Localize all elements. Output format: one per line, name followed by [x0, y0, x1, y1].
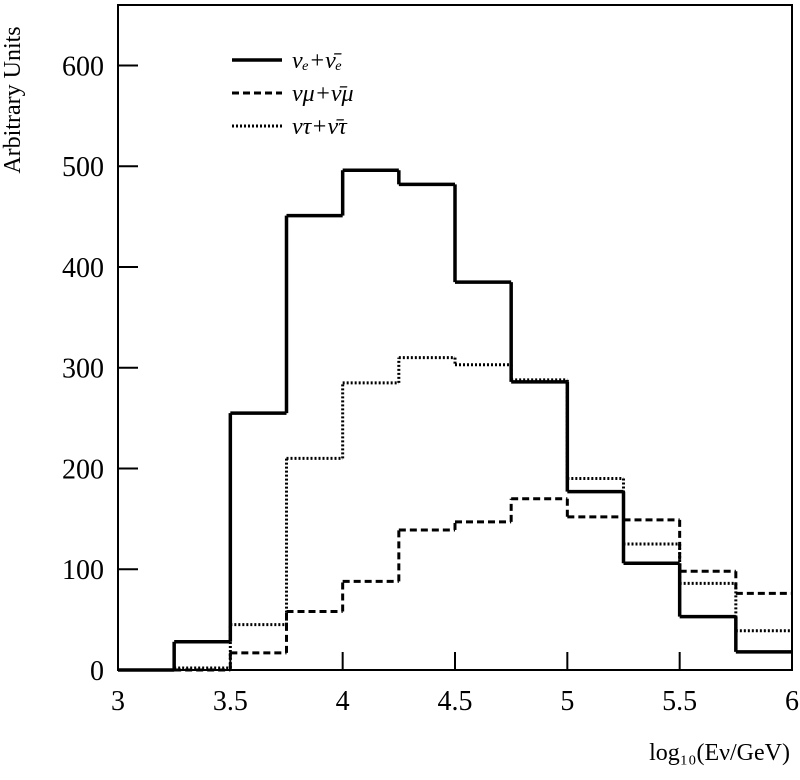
x-tick-label: 4.5 — [438, 686, 473, 717]
x-tick-label: 3 — [111, 686, 125, 717]
y-tick-label: 300 — [62, 354, 104, 385]
x-tick-label: 5.5 — [662, 686, 697, 717]
legend-label: ντ+ν̄τ — [292, 114, 348, 140]
x-tick-label: 5 — [560, 686, 574, 717]
y-tick-label: 200 — [62, 454, 104, 485]
x-tick-label: 4 — [336, 686, 350, 717]
y-tick-label: 100 — [62, 555, 104, 586]
y-tick-label: 600 — [62, 51, 104, 82]
y-axis-label: Arbitrary Units — [0, 26, 26, 173]
legend-label: νₑ+ν̄ₑ — [292, 48, 342, 74]
y-tick-label: 500 — [62, 152, 104, 183]
x-tick-label: 3.5 — [213, 686, 248, 717]
x-axis-label: log₁₀(Eν/GeV) — [649, 740, 790, 766]
legend-label: νμ+ν̄μ — [292, 81, 354, 107]
y-tick-label: 0 — [90, 656, 104, 687]
y-tick-label: 400 — [62, 253, 104, 284]
x-tick-label: 6 — [785, 686, 799, 717]
